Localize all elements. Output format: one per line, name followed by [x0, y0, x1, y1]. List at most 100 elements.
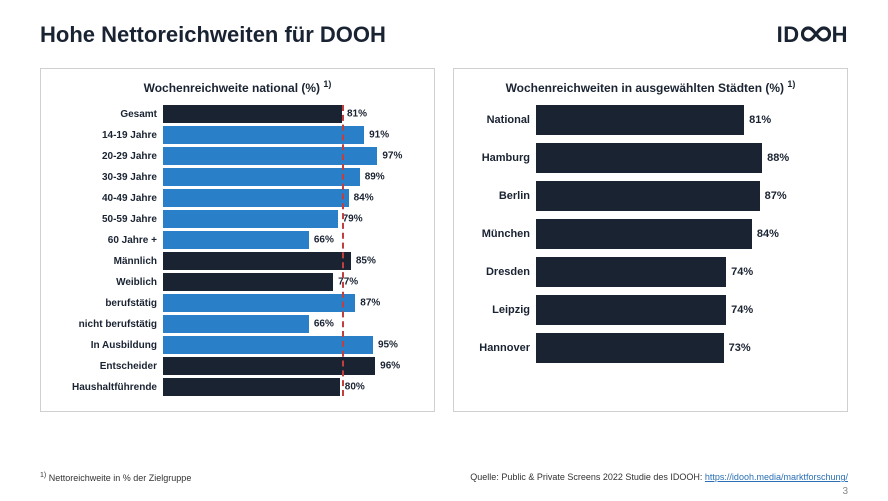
bar-value: 66%	[309, 235, 334, 246]
bar-row: 30-39 Jahre89%	[53, 168, 422, 186]
bar-label: 50-59 Jahre	[53, 214, 163, 225]
bar-fill: 81%	[536, 105, 744, 135]
bar-fill: 84%	[536, 219, 752, 249]
bar-label: 20-29 Jahre	[53, 151, 163, 162]
bar-track: 66%	[163, 315, 384, 333]
bar-fill: 87%	[163, 294, 355, 312]
bar-track: 89%	[163, 168, 384, 186]
bar-row: 20-29 Jahre97%	[53, 147, 422, 165]
bar-label: 14-19 Jahre	[53, 130, 163, 141]
bar-track: 81%	[163, 105, 384, 123]
bar-value: 74%	[726, 266, 753, 278]
bar-row: nicht berufstätig66%	[53, 315, 422, 333]
bar-row: Hamburg88%	[466, 143, 835, 173]
bar-label: Leipzig	[466, 304, 536, 316]
bar-value: 74%	[726, 304, 753, 316]
bar-value: 88%	[762, 152, 789, 164]
bar-row: Entscheider96%	[53, 357, 422, 375]
bar-row: berufstätig87%	[53, 294, 422, 312]
bar-track: 80%	[163, 378, 384, 396]
bar-track: 88%	[536, 143, 793, 173]
bar-label: In Ausbildung	[53, 340, 163, 351]
bar-row: Leipzig74%	[466, 295, 835, 325]
bar-fill: 88%	[536, 143, 762, 173]
bar-track: 95%	[163, 336, 384, 354]
bar-value: 97%	[377, 151, 402, 162]
page-title: Hohe Nettoreichweiten für DOOH	[40, 22, 386, 48]
right-chart-panel: Wochenreichweiten in ausgewählten Städte…	[453, 68, 848, 412]
bar-value: 81%	[342, 109, 367, 120]
footer: 1) Nettoreichweite in % der Zielgruppe Q…	[40, 472, 848, 483]
bar-track: 84%	[163, 189, 384, 207]
bar-label: München	[466, 228, 536, 240]
right-chart-bars: National81%Hamburg88%Berlin87%München84%…	[466, 105, 835, 363]
source-link[interactable]: https://idooh.media/marktforschung/	[705, 472, 848, 482]
page-number: 3	[842, 486, 848, 497]
reference-line	[342, 105, 344, 396]
bar-fill: 74%	[536, 257, 726, 287]
bar-value: 81%	[744, 114, 771, 126]
bar-fill: 79%	[163, 210, 338, 228]
bar-track: 74%	[536, 257, 793, 287]
bar-row: 40-49 Jahre84%	[53, 189, 422, 207]
charts-container: Wochenreichweite national (%) 1) Gesamt8…	[0, 58, 888, 412]
bar-value: 96%	[375, 361, 400, 372]
bar-track: 91%	[163, 126, 384, 144]
header: Hohe Nettoreichweiten für DOOH ID H	[0, 0, 888, 58]
right-chart-title: Wochenreichweiten in ausgewählten Städte…	[466, 79, 835, 95]
bar-value: 84%	[752, 228, 779, 240]
bar-fill: 66%	[163, 315, 309, 333]
bar-fill: 91%	[163, 126, 364, 144]
bar-track: 77%	[163, 273, 384, 291]
bar-row: Männlich85%	[53, 252, 422, 270]
bar-row: Berlin87%	[466, 181, 835, 211]
bar-row: National81%	[466, 105, 835, 135]
bar-track: 85%	[163, 252, 384, 270]
bar-track: 87%	[163, 294, 384, 312]
source-prefix: Quelle: Public & Private Screens 2022 St…	[470, 472, 705, 482]
bar-value: 77%	[333, 277, 358, 288]
bar-label: Hamburg	[466, 152, 536, 164]
footnote: 1) Nettoreichweite in % der Zielgruppe	[40, 472, 191, 483]
bar-track: 84%	[536, 219, 793, 249]
bar-row: München84%	[466, 219, 835, 249]
bar-value: 91%	[364, 130, 389, 141]
bar-fill: 84%	[163, 189, 349, 207]
bar-row: Hannover73%	[466, 333, 835, 363]
bar-fill: 97%	[163, 147, 377, 165]
bar-label: berufstätig	[53, 298, 163, 309]
bar-fill: 74%	[536, 295, 726, 325]
bar-label: Gesamt	[53, 109, 163, 120]
bar-fill: 77%	[163, 273, 333, 291]
logo-prefix: ID	[777, 22, 800, 48]
bar-track: 66%	[163, 231, 384, 249]
bar-label: nicht berufstätig	[53, 319, 163, 330]
bar-fill: 81%	[163, 105, 342, 123]
bar-label: National	[466, 114, 536, 126]
bar-row: Haushaltführende80%	[53, 378, 422, 396]
bar-fill: 85%	[163, 252, 351, 270]
bar-fill: 89%	[163, 168, 360, 186]
idooh-logo: ID H	[777, 22, 848, 48]
bar-row: 60 Jahre + 66%	[53, 231, 422, 249]
bar-track: 97%	[163, 147, 384, 165]
bar-label: Männlich	[53, 256, 163, 267]
bar-value: 85%	[351, 256, 376, 267]
bar-value: 84%	[349, 193, 374, 204]
left-chart-bars: Gesamt81%14-19 Jahre91%20-29 Jahre97%30-…	[53, 105, 422, 396]
bar-track: 74%	[536, 295, 793, 325]
bar-label: 40-49 Jahre	[53, 193, 163, 204]
left-chart-title-sup: 1)	[323, 79, 331, 89]
bar-value: 95%	[373, 340, 398, 351]
bar-fill: 87%	[536, 181, 760, 211]
bar-label: Weiblich	[53, 277, 163, 288]
bar-label: 60 Jahre +	[53, 235, 163, 246]
bar-row: Weiblich77%	[53, 273, 422, 291]
infinity-icon	[801, 22, 831, 48]
bar-row: In Ausbildung95%	[53, 336, 422, 354]
bar-value: 89%	[360, 172, 385, 183]
bar-track: 79%	[163, 210, 384, 228]
left-chart-title: Wochenreichweite national (%) 1)	[53, 79, 422, 95]
bar-label: 30-39 Jahre	[53, 172, 163, 183]
bar-value: 66%	[309, 319, 334, 330]
